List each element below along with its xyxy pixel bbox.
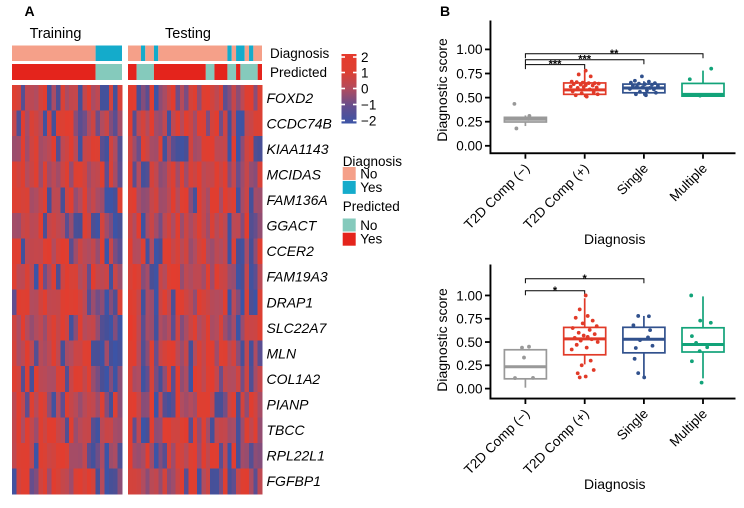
svg-text:Predicted: Predicted xyxy=(343,199,400,214)
svg-text:0: 0 xyxy=(361,81,369,96)
svg-text:Diagnosis: Diagnosis xyxy=(584,231,645,247)
svg-text:0.75: 0.75 xyxy=(456,312,482,327)
svg-text:FAM19A3: FAM19A3 xyxy=(267,269,328,285)
svg-text:PIANP: PIANP xyxy=(267,397,310,413)
svg-text:**: ** xyxy=(610,48,619,60)
svg-text:FGFBP1: FGFBP1 xyxy=(267,473,321,489)
svg-text:*: * xyxy=(553,285,558,297)
svg-text:1: 1 xyxy=(361,65,369,80)
svg-text:A: A xyxy=(25,3,35,19)
svg-text:0.25: 0.25 xyxy=(456,115,482,130)
svg-text:Diagnosis: Diagnosis xyxy=(584,476,645,492)
svg-text:−2: −2 xyxy=(361,113,376,128)
svg-text:No: No xyxy=(360,218,377,233)
svg-text:Diagnosis: Diagnosis xyxy=(343,154,403,169)
svg-text:Training: Training xyxy=(30,26,82,42)
svg-text:MCIDAS: MCIDAS xyxy=(267,166,322,182)
svg-text:FOXD2: FOXD2 xyxy=(267,90,314,106)
svg-text:Diagnosis: Diagnosis xyxy=(270,46,330,61)
svg-text:1.00: 1.00 xyxy=(456,288,482,303)
svg-text:0.00: 0.00 xyxy=(456,381,482,396)
svg-text:GGACT: GGACT xyxy=(267,218,318,234)
svg-text:No: No xyxy=(360,166,377,181)
svg-text:*: * xyxy=(583,273,588,285)
svg-text:CCER2: CCER2 xyxy=(267,243,315,259)
svg-text:RPL22L1: RPL22L1 xyxy=(267,448,325,464)
svg-text:DRAP1: DRAP1 xyxy=(267,294,314,310)
svg-text:1.00: 1.00 xyxy=(456,42,482,57)
svg-text:0.50: 0.50 xyxy=(456,90,482,105)
svg-text:COL1A2: COL1A2 xyxy=(267,371,321,387)
svg-text:***: *** xyxy=(549,59,563,71)
svg-text:Yes: Yes xyxy=(360,180,382,195)
svg-text:Diagnostic score: Diagnostic score xyxy=(434,38,450,142)
svg-text:Diagnostic score: Diagnostic score xyxy=(434,288,450,392)
svg-text:MLN: MLN xyxy=(267,345,297,361)
svg-text:0.50: 0.50 xyxy=(456,335,482,350)
svg-text:Yes: Yes xyxy=(360,232,382,247)
svg-text:FAM136A: FAM136A xyxy=(267,192,328,208)
svg-text:0.75: 0.75 xyxy=(456,66,482,81)
svg-text:2: 2 xyxy=(361,50,369,65)
svg-text:0.25: 0.25 xyxy=(456,358,482,373)
svg-text:TBCC: TBCC xyxy=(267,422,306,438)
svg-text:SLC22A7: SLC22A7 xyxy=(267,320,328,336)
svg-text:−1: −1 xyxy=(361,97,376,112)
svg-text:CCDC74B: CCDC74B xyxy=(267,115,332,131)
svg-text:***: *** xyxy=(578,54,592,66)
svg-text:Testing: Testing xyxy=(165,26,211,42)
svg-text:Predicted: Predicted xyxy=(270,65,327,80)
svg-text:B: B xyxy=(440,3,450,19)
svg-text:0.00: 0.00 xyxy=(456,139,482,154)
svg-text:KIAA1143: KIAA1143 xyxy=(267,141,329,157)
